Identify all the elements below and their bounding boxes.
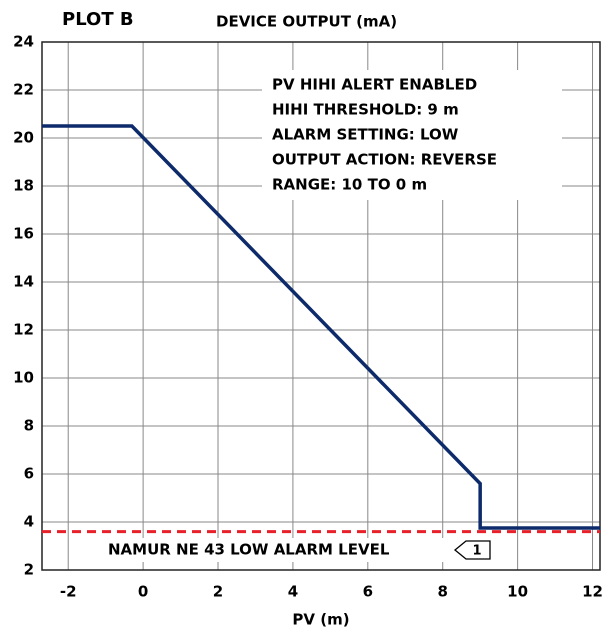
flag-shape	[453, 540, 491, 560]
y-tick-label: 8	[24, 417, 34, 435]
y-tick-label: 18	[13, 177, 34, 195]
y-tick-label: 24	[13, 33, 34, 51]
y-tick-label: 2	[24, 561, 34, 579]
annotation: HIHI THRESHOLD: 9 m	[272, 101, 459, 119]
y-tick-label: 22	[13, 81, 34, 99]
x-axis-label: PV (m)	[292, 611, 349, 629]
annotation-background	[262, 70, 562, 200]
y-tick-label: 16	[13, 225, 34, 243]
reference-flag: 1	[472, 544, 481, 559]
chart-title: PLOT B	[62, 9, 134, 30]
x-tick-label: -2	[60, 583, 77, 601]
x-tick-label: 2	[213, 583, 223, 601]
y-tick-label: 14	[13, 273, 34, 291]
y-axis-label: DEVICE OUTPUT (mA)	[216, 13, 397, 31]
y-tick-label: 10	[13, 369, 34, 387]
y-tick-label: 4	[24, 513, 34, 531]
reference-label: NAMUR NE 43 LOW ALARM LEVEL	[108, 541, 390, 559]
annotation: RANGE: 10 TO 0 m	[272, 176, 427, 194]
y-tick-label: 12	[13, 321, 34, 339]
x-tick-label: 10	[507, 583, 528, 601]
reference-label-background	[100, 538, 495, 562]
x-tick-label: 6	[363, 583, 373, 601]
y-tick-label: 6	[24, 465, 34, 483]
x-tick-label: 12	[582, 583, 603, 601]
annotation: OUTPUT ACTION: REVERSE	[272, 151, 497, 169]
x-tick-label: 0	[138, 583, 148, 601]
annotation: PV HIHI ALERT ENABLED	[272, 76, 477, 94]
line-series	[42, 124, 600, 530]
x-tick-label: 8	[437, 583, 447, 601]
x-tick-label: 4	[288, 583, 298, 601]
plot-frame	[41, 41, 601, 571]
annotation: ALARM SETTING: LOW	[272, 126, 459, 144]
y-tick-label: 20	[13, 129, 34, 147]
